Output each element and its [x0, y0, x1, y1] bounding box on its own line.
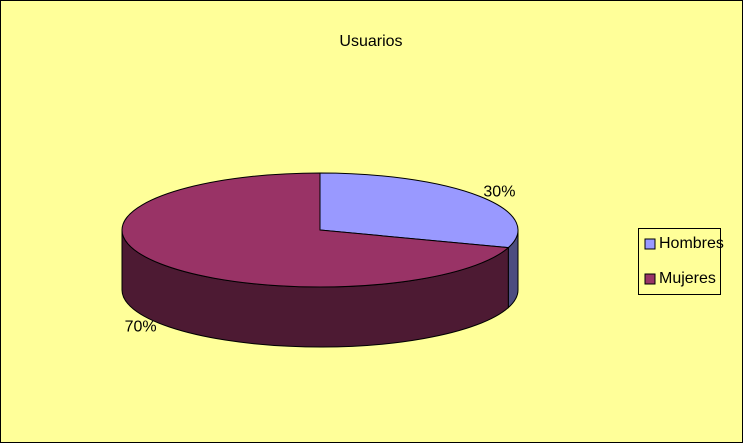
pie-tops	[121, 172, 519, 288]
legend-swatch	[644, 273, 656, 285]
data-label: 30%	[483, 184, 515, 201]
chart-title: Usuarios	[339, 33, 402, 50]
legend-label: Hombres	[659, 235, 724, 252]
pie-slice	[121, 172, 510, 288]
legend-label: Mujeres	[659, 270, 716, 287]
legend-swatch	[644, 238, 656, 250]
pie-walls	[121, 229, 519, 348]
pie-slice	[319, 172, 519, 249]
data-label: 70%	[125, 319, 157, 336]
